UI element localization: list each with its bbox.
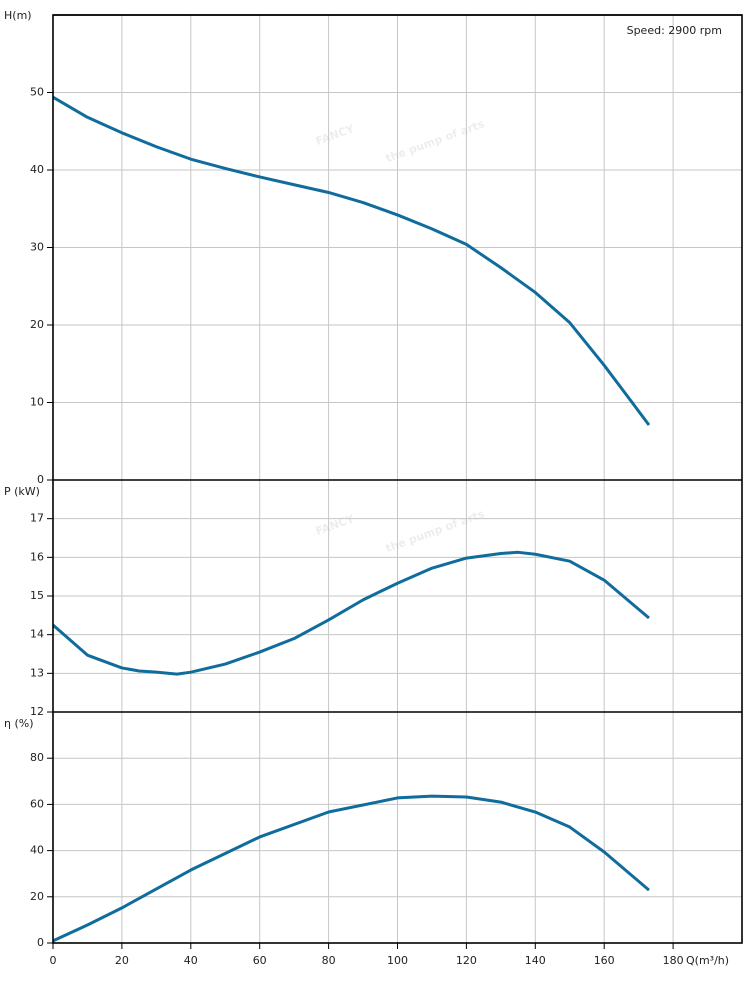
x-tick-label: 180 [663, 954, 684, 967]
y-tick-label: 14 [30, 628, 44, 641]
watermark-slogan: the pump of arts [384, 117, 487, 165]
y-axis-label: H(m) [4, 9, 32, 22]
y-tick-label: 30 [30, 241, 44, 254]
y-tick-label: 10 [30, 396, 44, 409]
x-tick-label: 140 [525, 954, 546, 967]
data-line [52, 550, 650, 676]
y-tick-label: 15 [30, 589, 44, 602]
y-tick-label: 40 [30, 844, 44, 857]
x-tick-label: 0 [50, 954, 57, 967]
x-tick-label: 160 [594, 954, 615, 967]
x-tick-label: 20 [115, 954, 129, 967]
x-tick-label: 80 [322, 954, 336, 967]
y-tick-label: 17 [30, 512, 44, 525]
annotation: Speed: 2900 rpm [627, 24, 722, 37]
x-tick-label: 120 [456, 954, 477, 967]
plot-frame [52, 14, 743, 944]
x-tick-label: 40 [184, 954, 198, 967]
y-tick-label: 0 [37, 936, 44, 949]
watermark: FANCY the pump of arts FANCY the pump of… [314, 117, 487, 555]
y-tick-label: 13 [30, 666, 44, 679]
x-tick-label: 100 [387, 954, 408, 967]
y-axis-label: η (%) [4, 717, 34, 730]
y-tick-label: 20 [30, 890, 44, 903]
watermark-slogan: the pump of arts [384, 507, 487, 555]
watermark-brand: FANCY [314, 512, 357, 538]
y-tick-label: 80 [30, 751, 44, 764]
y-tick-label: 0 [37, 473, 44, 486]
y-tick-label: 60 [30, 797, 44, 810]
x-axis-label: Q(m³/h) [686, 954, 729, 967]
y-tick-label: 12 [30, 705, 44, 718]
data-line [52, 794, 650, 943]
data-line [52, 95, 651, 426]
watermark-brand: FANCY [314, 122, 357, 148]
y-tick-label: 50 [30, 86, 44, 99]
y-axis-label: P (kW) [4, 485, 40, 498]
x-tick-label: 60 [253, 954, 267, 967]
y-tick-label: 16 [30, 550, 44, 563]
y-tick-label: 20 [30, 318, 44, 331]
y-tick-label: 40 [30, 163, 44, 176]
